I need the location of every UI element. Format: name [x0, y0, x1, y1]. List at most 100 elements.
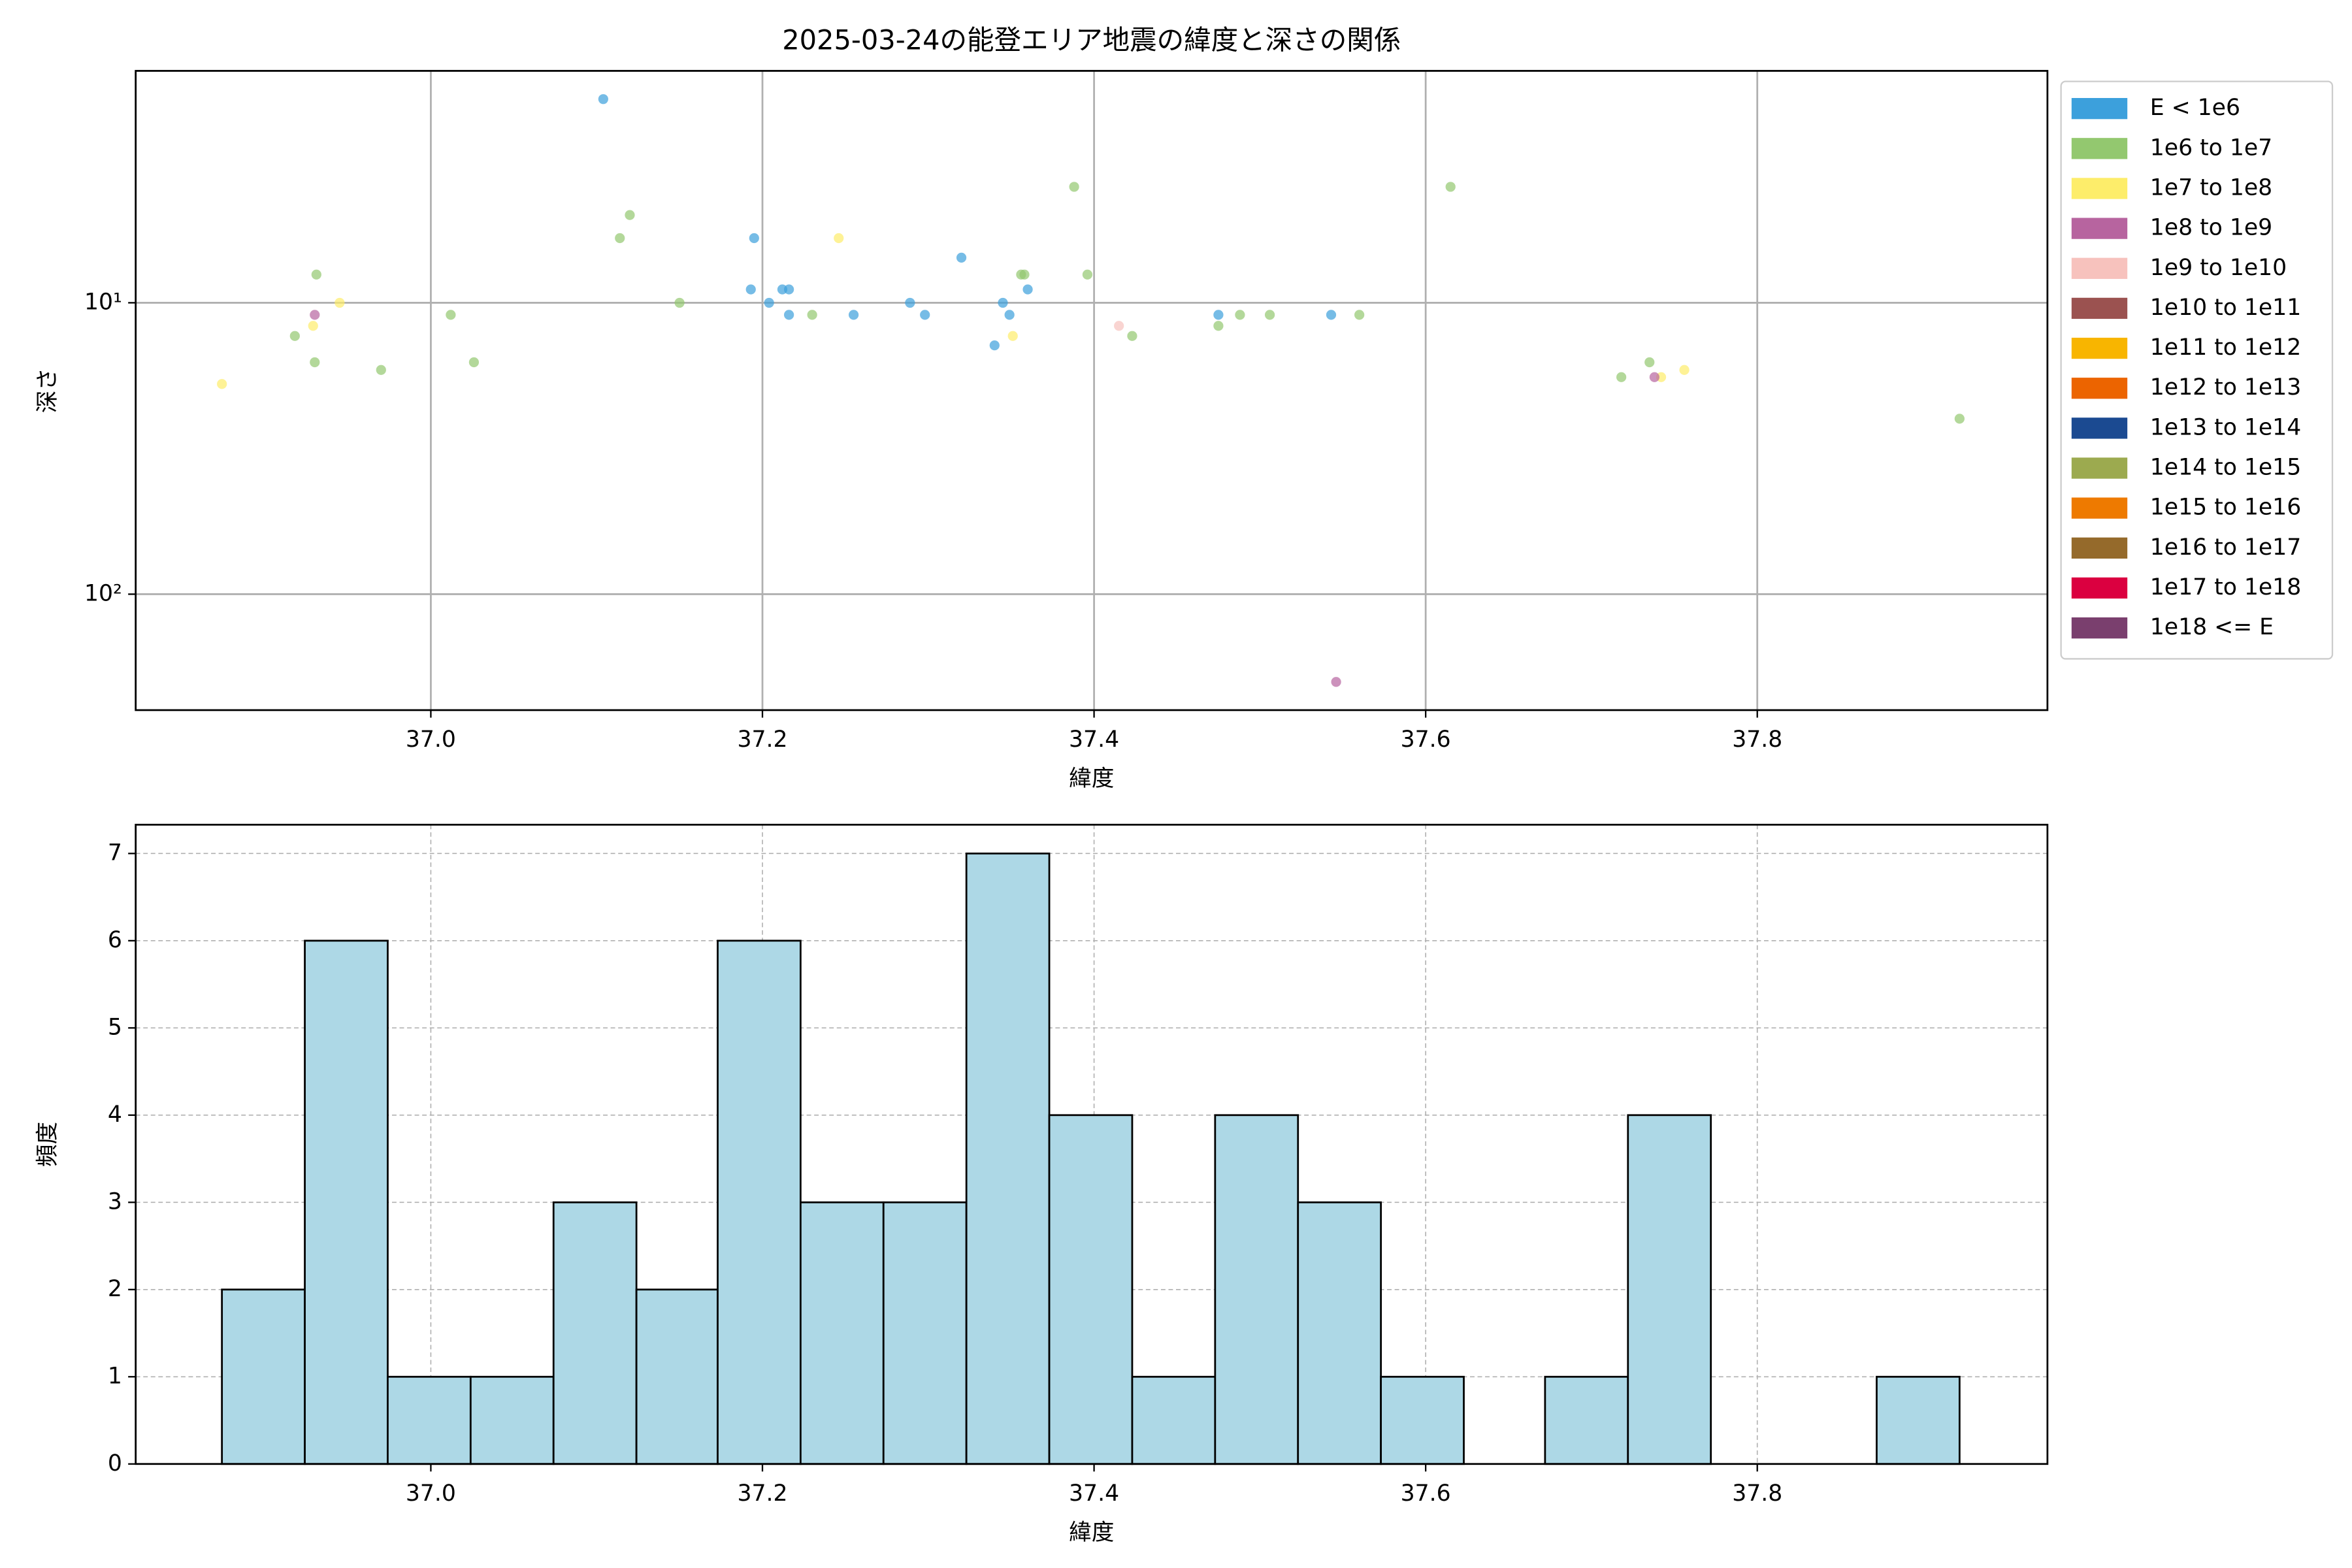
x-tick-label: 37.8	[1732, 727, 1782, 753]
scatter-point	[310, 310, 320, 320]
legend-label: 1e18 <= E	[2150, 614, 2274, 640]
histogram-bar	[799, 1201, 885, 1465]
histogram-bar	[221, 1288, 306, 1465]
scatter-point	[1264, 310, 1275, 320]
histogram-bar	[1627, 1114, 1712, 1465]
histogram-bar	[1380, 1375, 1465, 1465]
y-tick-label: 5	[108, 1014, 122, 1040]
scatter-point	[1445, 182, 1456, 192]
scatter-point	[289, 331, 300, 341]
legend-label: 1e11 to 1e12	[2150, 335, 2301, 361]
scatter-point	[745, 284, 756, 295]
scatter-point	[446, 310, 456, 320]
x-axis-label: 緯度	[1069, 1520, 1114, 1546]
histogram-bar	[965, 852, 1051, 1465]
scatter-point	[1331, 677, 1341, 687]
scatter-point	[834, 233, 844, 244]
legend-label: 1e9 to 1e10	[2150, 255, 2287, 281]
scatter-point	[1326, 310, 1337, 320]
scatter-point	[783, 284, 794, 295]
scatter-point	[764, 297, 774, 308]
x-tick-label: 37.4	[1069, 727, 1119, 753]
x-tick-label: 37.0	[406, 1480, 456, 1507]
scatter-point	[1616, 372, 1627, 382]
y-tick-label: 0	[108, 1450, 122, 1477]
y-tick-label: 7	[108, 840, 122, 866]
histogram-bar	[387, 1375, 472, 1465]
scatter-point	[1213, 310, 1224, 320]
legend-swatch	[2071, 417, 2128, 439]
scatter-point	[468, 357, 480, 368]
x-axis-label: 緯度	[1069, 766, 1114, 792]
histogram-bar	[1131, 1375, 1217, 1465]
scatter-point	[615, 233, 625, 244]
scatter-point	[956, 252, 967, 263]
plot-frame	[135, 823, 2049, 1465]
y-axis-label: 深さ	[35, 368, 61, 413]
scatter-point	[1022, 284, 1033, 295]
legend-label: 1e14 to 1e15	[2150, 455, 2301, 481]
histogram-bar	[882, 1201, 968, 1465]
scatter-point	[807, 310, 817, 320]
plot-frame	[135, 70, 2049, 711]
legend-box	[2060, 80, 2334, 660]
scatter-point	[905, 297, 915, 308]
legend-label: 1e6 to 1e7	[2150, 135, 2272, 161]
legend-swatch	[2071, 98, 2128, 120]
scatter-point	[335, 297, 345, 308]
scatter-point	[1954, 414, 1965, 424]
x-tick-label: 37.0	[406, 727, 456, 753]
legend-swatch	[2071, 617, 2128, 639]
scatter-point	[1649, 372, 1659, 382]
y-tick-label: 6	[108, 927, 122, 953]
legend-swatch	[2071, 257, 2128, 279]
legend-swatch	[2071, 337, 2128, 359]
scatter-point	[1019, 269, 1030, 280]
scatter-point	[308, 321, 318, 331]
y-tick-label: 10¹	[84, 289, 122, 315]
histogram-bar	[1297, 1201, 1382, 1465]
x-tick-label: 37.6	[1401, 1480, 1451, 1507]
legend-label: E < 1e6	[2150, 95, 2240, 121]
legend-swatch	[2071, 297, 2128, 319]
scatter-point	[1069, 182, 1079, 192]
x-tick-label: 37.6	[1401, 727, 1451, 753]
x-tick-label: 37.4	[1069, 1480, 1119, 1507]
y-tick-label: 3	[108, 1188, 122, 1215]
legend-swatch	[2071, 218, 2128, 239]
y-tick-label: 4	[108, 1102, 122, 1128]
legend-label: 1e15 to 1e16	[2150, 495, 2301, 521]
scatter-point	[1644, 357, 1655, 368]
legend-swatch	[2071, 178, 2128, 199]
scatter-point	[920, 310, 930, 320]
legend-label: 1e13 to 1e14	[2150, 414, 2301, 440]
x-tick-label: 37.2	[737, 1480, 787, 1507]
histogram-bar	[1544, 1375, 1629, 1465]
chart-title: 2025-03-24の能登エリア地震の緯度と深さの関係	[782, 24, 1401, 56]
y-tick-label: 10²	[84, 580, 122, 606]
histogram-bar	[552, 1201, 638, 1465]
scatter-point	[989, 340, 1000, 351]
y-tick-label: 1	[108, 1363, 122, 1389]
scatter-point	[1082, 269, 1093, 280]
scatter-point	[598, 94, 608, 105]
legend-label: 1e17 to 1e18	[2150, 574, 2301, 600]
histogram-bar	[304, 939, 389, 1465]
legend-label: 1e8 to 1e9	[2150, 215, 2272, 241]
legend-label: 1e16 to 1e17	[2150, 534, 2301, 561]
histogram-bar	[1214, 1114, 1299, 1465]
scatter-point	[848, 310, 859, 320]
legend-swatch	[2071, 577, 2128, 599]
histogram-bar	[1048, 1114, 1134, 1465]
scatter-point	[217, 379, 227, 389]
scatter-point	[1004, 310, 1015, 320]
scatter-point	[1235, 310, 1245, 320]
histogram-bar	[635, 1288, 719, 1465]
scatter-point	[1354, 310, 1365, 320]
histogram-bar	[717, 939, 802, 1465]
legend-swatch	[2071, 537, 2128, 559]
x-tick-label: 37.2	[737, 727, 787, 753]
legend-swatch	[2071, 497, 2128, 519]
scatter-point	[1213, 321, 1224, 331]
